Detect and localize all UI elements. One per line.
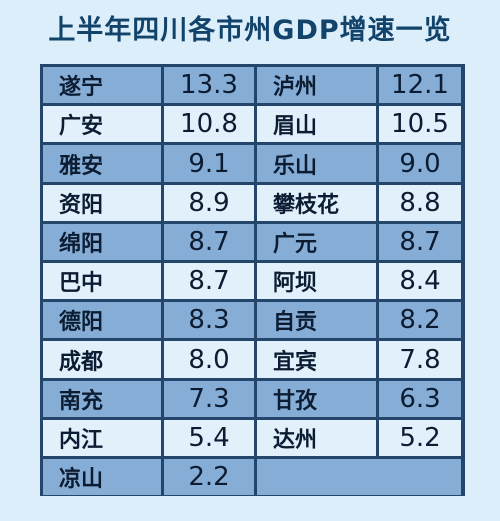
empty-cell bbox=[257, 459, 461, 496]
city-name-cell: 德阳 bbox=[43, 302, 161, 339]
growth-value-cell: 7.8 bbox=[379, 341, 461, 378]
growth-value-cell: 5.2 bbox=[379, 419, 461, 457]
city-name-cell: 雅安 bbox=[43, 145, 161, 182]
growth-value-cell: 8.8 bbox=[379, 184, 461, 221]
city-name-cell: 遂宁 bbox=[43, 67, 161, 104]
growth-value-cell: 8.0 bbox=[164, 341, 254, 378]
city-name-cell: 甘孜 bbox=[257, 380, 376, 417]
growth-value-cell: 8.7 bbox=[164, 263, 254, 300]
city-name-cell: 乐山 bbox=[257, 145, 376, 182]
city-name-cell: 南充 bbox=[43, 380, 161, 417]
city-name-cell: 巴中 bbox=[43, 263, 161, 300]
growth-value-cell: 13.3 bbox=[164, 67, 254, 104]
chart-title: 上半年四川各市州GDP增速一览 bbox=[48, 15, 452, 46]
growth-value-cell: 10.5 bbox=[379, 106, 461, 143]
growth-value-cell: 9.0 bbox=[379, 145, 461, 182]
growth-value-cell: 12.1 bbox=[379, 67, 461, 104]
city-name-cell: 泸州 bbox=[257, 67, 376, 104]
growth-value-cell: 8.7 bbox=[379, 223, 461, 261]
city-name-cell: 成都 bbox=[43, 341, 161, 378]
growth-value-cell: 10.8 bbox=[164, 106, 254, 143]
city-name-cell: 资阳 bbox=[43, 184, 161, 221]
growth-value-cell: 5.4 bbox=[164, 419, 254, 457]
city-name-cell: 广安 bbox=[43, 106, 161, 143]
city-name-cell: 绵阳 bbox=[43, 223, 161, 261]
growth-value-cell: 6.3 bbox=[379, 380, 461, 417]
city-name-cell: 内江 bbox=[43, 419, 161, 457]
growth-value-cell: 8.4 bbox=[379, 263, 461, 300]
growth-value-cell: 7.3 bbox=[164, 380, 254, 417]
growth-value-cell: 8.9 bbox=[164, 184, 254, 221]
city-name-cell: 自贡 bbox=[257, 302, 376, 339]
growth-value-cell: 8.2 bbox=[379, 302, 461, 339]
city-name-cell: 阿坝 bbox=[257, 263, 376, 300]
city-name-cell: 宜宾 bbox=[257, 341, 376, 378]
growth-value-cell: 8.7 bbox=[164, 223, 254, 261]
city-name-cell: 达州 bbox=[257, 419, 376, 457]
growth-value-cell: 8.3 bbox=[164, 302, 254, 339]
gdp-growth-table: 遂宁 13.3 泸州 12.1 广安 10.8 眉山 10.5 雅安 9.1 乐山 9.0 资阳 8.9 攀… bbox=[40, 64, 465, 496]
city-name-cell: 凉山 bbox=[43, 459, 161, 496]
growth-value-cell: 2.2 bbox=[164, 459, 254, 496]
city-name-cell: 广元 bbox=[257, 223, 376, 261]
growth-value-cell: 9.1 bbox=[164, 145, 254, 182]
city-name-cell: 眉山 bbox=[257, 106, 376, 143]
city-name-cell: 攀枝花 bbox=[257, 184, 376, 221]
